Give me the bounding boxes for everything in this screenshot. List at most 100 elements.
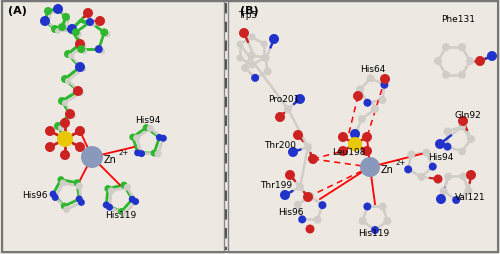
- Text: Leu198: Leu198: [332, 147, 366, 156]
- Circle shape: [64, 51, 72, 59]
- Circle shape: [356, 86, 364, 94]
- Text: 2+: 2+: [396, 159, 406, 165]
- Circle shape: [318, 201, 326, 209]
- Circle shape: [466, 58, 474, 66]
- Circle shape: [134, 150, 141, 157]
- Circle shape: [434, 58, 442, 66]
- Circle shape: [62, 101, 68, 107]
- Circle shape: [444, 173, 452, 181]
- Circle shape: [61, 203, 68, 210]
- Circle shape: [132, 198, 139, 205]
- Circle shape: [60, 119, 70, 129]
- Circle shape: [45, 142, 55, 152]
- Circle shape: [76, 64, 84, 72]
- Text: Trp5: Trp5: [238, 11, 257, 20]
- Text: His94: His94: [428, 152, 454, 161]
- Circle shape: [156, 134, 163, 141]
- Circle shape: [74, 88, 82, 96]
- Circle shape: [353, 92, 363, 102]
- Circle shape: [60, 180, 66, 187]
- Circle shape: [464, 187, 472, 195]
- Circle shape: [142, 125, 150, 132]
- Circle shape: [378, 97, 386, 104]
- Circle shape: [295, 95, 305, 105]
- Circle shape: [364, 99, 372, 107]
- Circle shape: [65, 138, 71, 145]
- Circle shape: [57, 132, 73, 147]
- Circle shape: [428, 163, 436, 171]
- Circle shape: [80, 44, 86, 50]
- Circle shape: [58, 98, 66, 106]
- Circle shape: [76, 183, 83, 190]
- Circle shape: [78, 199, 85, 206]
- Circle shape: [293, 131, 303, 140]
- Circle shape: [487, 52, 497, 62]
- Circle shape: [304, 144, 312, 151]
- Text: Thr199: Thr199: [260, 180, 292, 189]
- Circle shape: [95, 46, 103, 54]
- Circle shape: [264, 68, 272, 76]
- Circle shape: [435, 139, 445, 149]
- Circle shape: [294, 201, 302, 209]
- Circle shape: [404, 166, 412, 174]
- Circle shape: [81, 49, 87, 55]
- Circle shape: [81, 146, 103, 168]
- Circle shape: [129, 196, 136, 203]
- Circle shape: [55, 29, 61, 35]
- Circle shape: [72, 29, 78, 35]
- Circle shape: [75, 142, 85, 152]
- Circle shape: [68, 26, 76, 34]
- Circle shape: [75, 63, 85, 73]
- Circle shape: [236, 41, 244, 48]
- Circle shape: [422, 149, 430, 157]
- Circle shape: [99, 49, 105, 55]
- Circle shape: [306, 192, 314, 200]
- Text: Phe131: Phe131: [441, 15, 475, 24]
- Circle shape: [364, 203, 372, 211]
- Circle shape: [121, 211, 128, 217]
- Text: His64: His64: [360, 65, 386, 74]
- Circle shape: [53, 5, 63, 15]
- Circle shape: [358, 116, 366, 123]
- Circle shape: [284, 106, 292, 114]
- FancyBboxPatch shape: [228, 2, 498, 252]
- Circle shape: [239, 29, 249, 39]
- Circle shape: [442, 72, 450, 80]
- Circle shape: [436, 194, 446, 204]
- Circle shape: [130, 134, 136, 141]
- Circle shape: [103, 202, 110, 209]
- Circle shape: [460, 173, 468, 181]
- Circle shape: [366, 75, 374, 83]
- Circle shape: [452, 196, 460, 204]
- Circle shape: [65, 109, 75, 120]
- Circle shape: [303, 192, 313, 202]
- Circle shape: [371, 226, 379, 234]
- Text: Zn: Zn: [381, 164, 394, 174]
- Circle shape: [104, 185, 112, 192]
- Circle shape: [120, 182, 128, 189]
- Circle shape: [434, 175, 442, 184]
- Circle shape: [380, 82, 388, 89]
- Circle shape: [78, 91, 84, 97]
- Circle shape: [76, 32, 82, 38]
- Circle shape: [67, 25, 77, 35]
- Circle shape: [260, 55, 268, 62]
- Circle shape: [298, 216, 306, 224]
- Circle shape: [52, 194, 59, 201]
- Circle shape: [384, 217, 392, 225]
- Circle shape: [106, 204, 113, 211]
- Circle shape: [338, 133, 348, 142]
- Circle shape: [285, 170, 295, 180]
- Circle shape: [44, 8, 52, 16]
- Circle shape: [442, 44, 450, 52]
- Circle shape: [77, 46, 85, 54]
- Circle shape: [466, 170, 476, 180]
- Circle shape: [248, 52, 256, 60]
- Circle shape: [58, 24, 66, 32]
- Circle shape: [76, 41, 84, 49]
- Circle shape: [74, 180, 80, 186]
- Circle shape: [248, 62, 256, 69]
- Circle shape: [160, 135, 167, 142]
- Text: His96: His96: [278, 207, 303, 216]
- Circle shape: [458, 44, 466, 52]
